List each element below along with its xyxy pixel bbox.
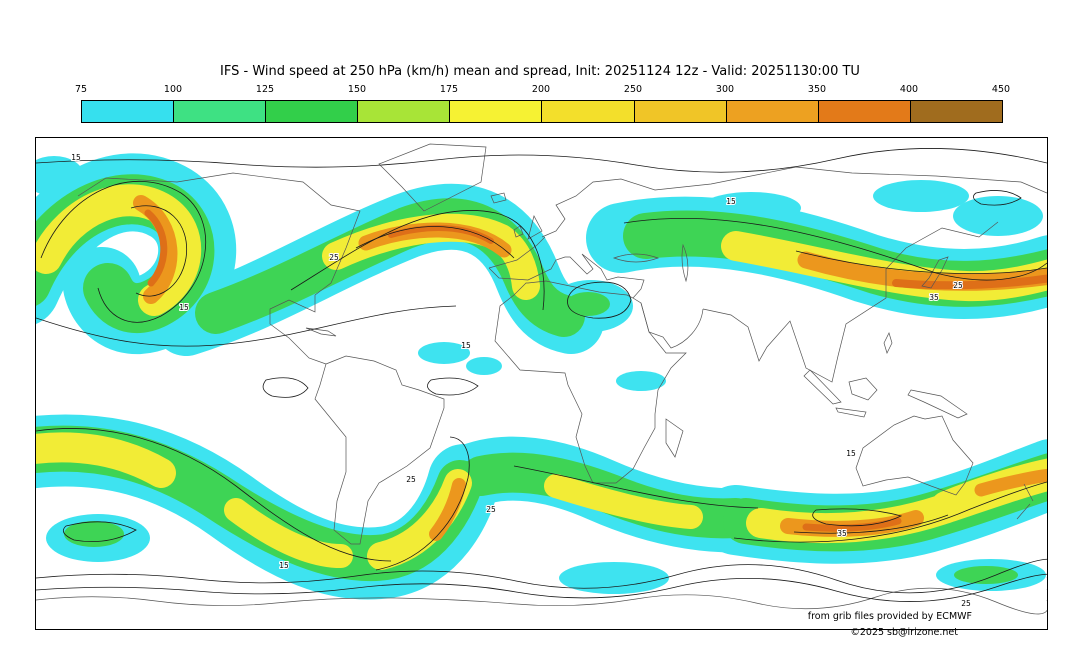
attribution-provider: from grib files provided by ECMWF <box>807 611 972 622</box>
contour-label: 25 <box>406 475 416 484</box>
colorbar-tick-label: 300 <box>715 84 735 95</box>
contour-label: 15 <box>179 303 189 312</box>
contour-label: 15 <box>726 197 736 206</box>
colorbar-tick-label: 400 <box>899 84 919 95</box>
map-panel: 15 15 25 15 15 25 35 15 25 25 35 25 15 <box>35 137 1048 630</box>
contour-label: 25 <box>961 599 971 608</box>
colorbar-tick-label: 200 <box>531 84 551 95</box>
colorbar-ticks: 75 100 125 150 175 200 250 300 350 400 450 <box>75 84 1010 97</box>
colorbar-tick-label: 150 <box>347 84 367 95</box>
colorbar-segments <box>81 100 1003 123</box>
spread-contours <box>36 148 1047 602</box>
contour-label: 35 <box>837 529 847 538</box>
contour-label: 15 <box>846 449 856 458</box>
colorbar-tick-label: 350 <box>807 84 827 95</box>
contour-label: 15 <box>279 561 289 570</box>
colorbar-segment <box>726 101 819 122</box>
colorbar-tick-label: 100 <box>163 84 183 95</box>
contour-label: 25 <box>486 505 496 514</box>
colorbar-segment <box>450 101 543 122</box>
colorbar-segment <box>174 101 267 122</box>
page-title: IFS - Wind speed at 250 hPa (km/h) mean … <box>220 64 860 79</box>
contour-label: 35 <box>929 293 939 302</box>
wind-band-dark-orange-layer <box>144 209 1047 532</box>
contour-label: 15 <box>71 153 81 162</box>
colorbar-tick-label: 450 <box>991 84 1011 95</box>
contour-label: 25 <box>953 281 963 290</box>
colorbar-segment <box>910 101 1002 122</box>
colorbar-segment <box>542 101 635 122</box>
colorbar-segment <box>818 101 911 122</box>
contour-label: 25 <box>329 253 339 262</box>
attribution-copyright: ©2025 sb@irizone.net <box>850 627 958 638</box>
world-map-svg: 15 15 25 15 15 25 35 15 25 25 35 25 15 <box>36 143 1047 615</box>
colorbar-tick-label: 75 <box>74 84 88 95</box>
colorbar-segment <box>266 101 359 122</box>
colorbar-segment <box>82 101 175 122</box>
colorbar-segment <box>358 101 451 122</box>
contour-labels: 15 15 25 15 15 25 35 15 25 25 35 25 15 <box>70 152 972 609</box>
contour-label: 15 <box>461 341 471 350</box>
colorbar-segment <box>634 101 727 122</box>
colorbar-tick-label: 125 <box>255 84 275 95</box>
coastlines <box>36 143 1047 615</box>
colorbar-tick-label: 250 <box>623 84 643 95</box>
colorbar-tick-label: 175 <box>439 84 459 95</box>
